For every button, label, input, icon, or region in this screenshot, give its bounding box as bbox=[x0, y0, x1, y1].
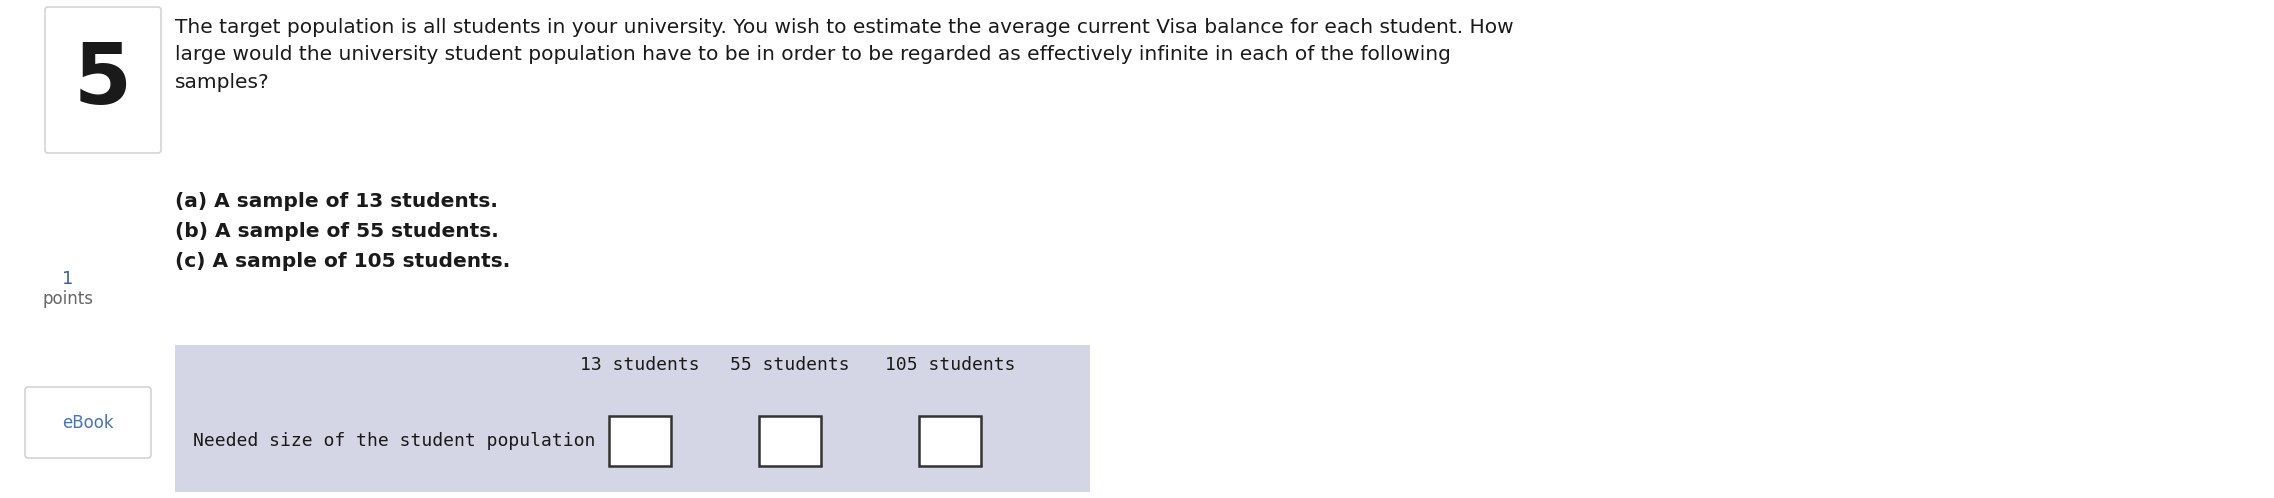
FancyBboxPatch shape bbox=[45, 7, 161, 153]
Text: points: points bbox=[43, 290, 93, 308]
Bar bbox=[609, 415, 671, 466]
Text: The target population is all students in your university. You wish to estimate t: The target population is all students in… bbox=[175, 18, 1514, 92]
Bar bbox=[760, 415, 821, 466]
Text: 13 students: 13 students bbox=[580, 356, 700, 374]
Text: 1: 1 bbox=[61, 270, 73, 288]
Bar bbox=[919, 415, 980, 466]
FancyBboxPatch shape bbox=[25, 387, 150, 458]
Text: Needed size of the student population: Needed size of the student population bbox=[193, 432, 596, 450]
Text: 55 students: 55 students bbox=[730, 356, 850, 374]
Bar bbox=[175, 345, 1089, 492]
Text: (b) A sample of 55 students.: (b) A sample of 55 students. bbox=[175, 222, 498, 241]
Text: (c) A sample of 105 students.: (c) A sample of 105 students. bbox=[175, 252, 509, 271]
Text: 105 students: 105 students bbox=[885, 356, 1014, 374]
Text: (a) A sample of 13 students.: (a) A sample of 13 students. bbox=[175, 192, 498, 211]
Text: eBook: eBook bbox=[61, 413, 114, 431]
Text: 5: 5 bbox=[75, 39, 132, 121]
